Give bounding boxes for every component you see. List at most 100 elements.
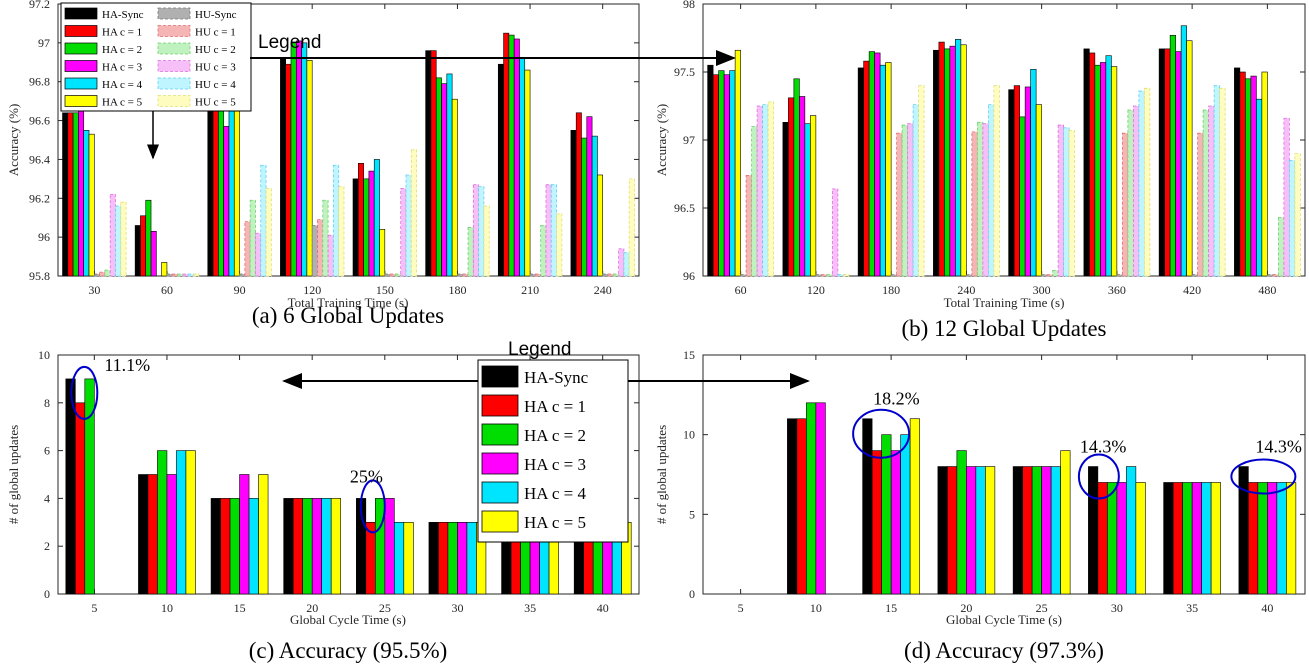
legend-bottom-swatch-ha-sync — [481, 365, 519, 388]
bar-ha-sync-10 — [787, 418, 798, 595]
x-tick-label: 240 — [957, 283, 975, 297]
bar-ha-c-5-60 — [734, 49, 741, 277]
bar-ha-sync-10 — [138, 474, 149, 595]
bar-ha-c-3-120 — [799, 96, 806, 277]
bar-ha-c-1-20 — [947, 466, 958, 595]
y-tick-label: 97 — [683, 133, 695, 147]
legend-label-hu-sync: HU-Sync — [195, 9, 237, 21]
bar-ha-c-1-180 — [863, 60, 870, 277]
bar-hu-c-4-480 — [1288, 159, 1296, 277]
bar-ha-c-2-10 — [157, 450, 168, 595]
legend-bottom-label-ha-c-3: HA c = 3 — [524, 455, 586, 474]
bar-hu-c-2-60 — [177, 273, 184, 277]
bar-hu-c-1-180 — [896, 132, 903, 277]
bar-ha-c-2-180 — [435, 77, 442, 277]
x-axis-label: Total Training Time (s) — [944, 295, 1065, 310]
x-tick-label: 5 — [91, 601, 97, 615]
bar-hu-c-1-480 — [1272, 274, 1279, 277]
legend-swatch-ha-c-5 — [64, 95, 98, 107]
y-tick-label: 97.2 — [29, 0, 50, 11]
legend-bottom-label-ha-c-4: HA c = 4 — [524, 484, 586, 503]
y-tick-label: 97.5 — [674, 65, 695, 79]
legend-bottom-label-ha-sync: HA-Sync — [524, 368, 589, 387]
y-tick-label: 95.8 — [29, 269, 50, 283]
bar-ha-sync-35 — [1163, 482, 1174, 595]
bar-ha-c-1-30 — [67, 112, 74, 277]
bar-ha-c-2-240 — [944, 48, 951, 277]
bar-hu-c-5-420 — [1219, 87, 1226, 277]
bar-ha-c-5-240 — [597, 174, 603, 277]
bar-hu-c-1-210 — [534, 273, 542, 277]
chart-c: 0 2 4 6 8 10 5 10 15 20 25 30 35 40 Global Cycle Time … — [6, 348, 640, 663]
y-tick-label: 0 — [44, 587, 50, 601]
bar-ha-c-5-15 — [909, 418, 920, 595]
legend-swatch-ha-c-3 — [64, 60, 98, 72]
bar-hu-c-2-420 — [1202, 109, 1210, 277]
bar-ha-c-5-40 — [1286, 482, 1297, 595]
x-tick-label: 30 — [88, 283, 100, 297]
bar-ha-c-3-35 — [1191, 482, 1202, 595]
bar-hu-sync-300 — [1041, 274, 1048, 277]
bar-ha-c-2-240 — [581, 137, 588, 277]
x-tick-label: 15 — [885, 601, 897, 615]
bar-ha-sync-300 — [1008, 89, 1015, 277]
bar-ha-c-3-90 — [223, 126, 230, 277]
bar-hu-c-2-120 — [322, 199, 329, 277]
bar-ha-c-1-210 — [503, 32, 510, 277]
legend-top: HA-Sync HA c = 1 HA c = 2 HA c = 3 HA c = 4 H… — [60, 2, 252, 112]
bar-ha-c-5-180 — [451, 98, 458, 277]
y-tick-label: 98 — [683, 0, 695, 11]
bar-ha-c-2-150 — [363, 178, 370, 277]
bar-ha-sync-30 — [428, 521, 439, 595]
bar-hu-c-1-240 — [971, 131, 978, 277]
x-tick-label: 60 — [735, 283, 747, 297]
x-tick-label: 35 — [1186, 601, 1198, 615]
bar-ha-c-2-25 — [375, 498, 386, 595]
bar-ha-c-5-300 — [1035, 104, 1042, 277]
bar-ha-c-1-25 — [1022, 466, 1033, 595]
bar-ha-c-2-360 — [1094, 64, 1101, 277]
bar-ha-c-2-5 — [84, 378, 95, 595]
bar-ha-sync-420 — [1158, 48, 1165, 277]
legend-swatch-hu-c-2 — [157, 42, 191, 55]
bar-ha-c-5-20 — [330, 498, 341, 595]
bar-ha-sync-20 — [283, 498, 294, 595]
bar-ha-c-5-120 — [306, 60, 313, 277]
bar-ha-c-4-25 — [394, 521, 405, 595]
bar-hu-c-2-240 — [612, 273, 619, 277]
bar-ha-sync-15 — [210, 498, 221, 595]
bar-ha-c-3-30 — [78, 110, 85, 277]
legend-bottom-swatch-ha-c-3 — [481, 452, 519, 475]
bar-hu-c-3-60 — [182, 273, 189, 277]
bar-hu-sync-240 — [965, 274, 973, 277]
bar-hu-c-2-150 — [395, 273, 402, 277]
y-tick-label: 96.2 — [29, 191, 50, 205]
bar-ha-c-1-35 — [1172, 482, 1183, 595]
bar-hu-c-5-210 — [556, 213, 563, 277]
annotation-circle — [1077, 453, 1120, 500]
bar-hu-c-1-420 — [1197, 132, 1204, 277]
bar-hu-c-2-180 — [467, 227, 474, 277]
bar-ha-c-5-210 — [524, 69, 531, 277]
bar-ha-c-2-210 — [508, 34, 515, 277]
bar-hu-c-1-60 — [171, 273, 178, 277]
bar-ha-c-4-120 — [301, 42, 308, 277]
x-tick-label: 5 — [738, 601, 744, 615]
bar-ha-c-5-90 — [233, 110, 240, 277]
y-axis-label: # of global updates — [6, 425, 21, 524]
bar-ha-c-5-15 — [258, 474, 269, 595]
legend-bottom-swatch-ha-c-4 — [481, 481, 519, 504]
bar-ha-c-4-60 — [729, 70, 736, 277]
x-tick-label: 480 — [1258, 283, 1276, 297]
bar-hu-c-5-180 — [483, 205, 490, 277]
legend-swatch-hu-c-5 — [157, 95, 191, 107]
bar-ha-c-5-20 — [985, 466, 996, 595]
bar-ha-sync-5 — [65, 378, 76, 595]
bar-ha-c-5-420 — [1186, 40, 1193, 277]
x-tick-label: 210 — [521, 283, 539, 297]
bar-ha-c-3-480 — [1250, 75, 1257, 277]
legend-label-hu-c-4: HU c = 4 — [195, 79, 236, 91]
bar-hu-c-5-90 — [265, 188, 272, 277]
bar-hu-c-3-180 — [907, 123, 914, 277]
bar-ha-c-2-25 — [1031, 466, 1042, 595]
